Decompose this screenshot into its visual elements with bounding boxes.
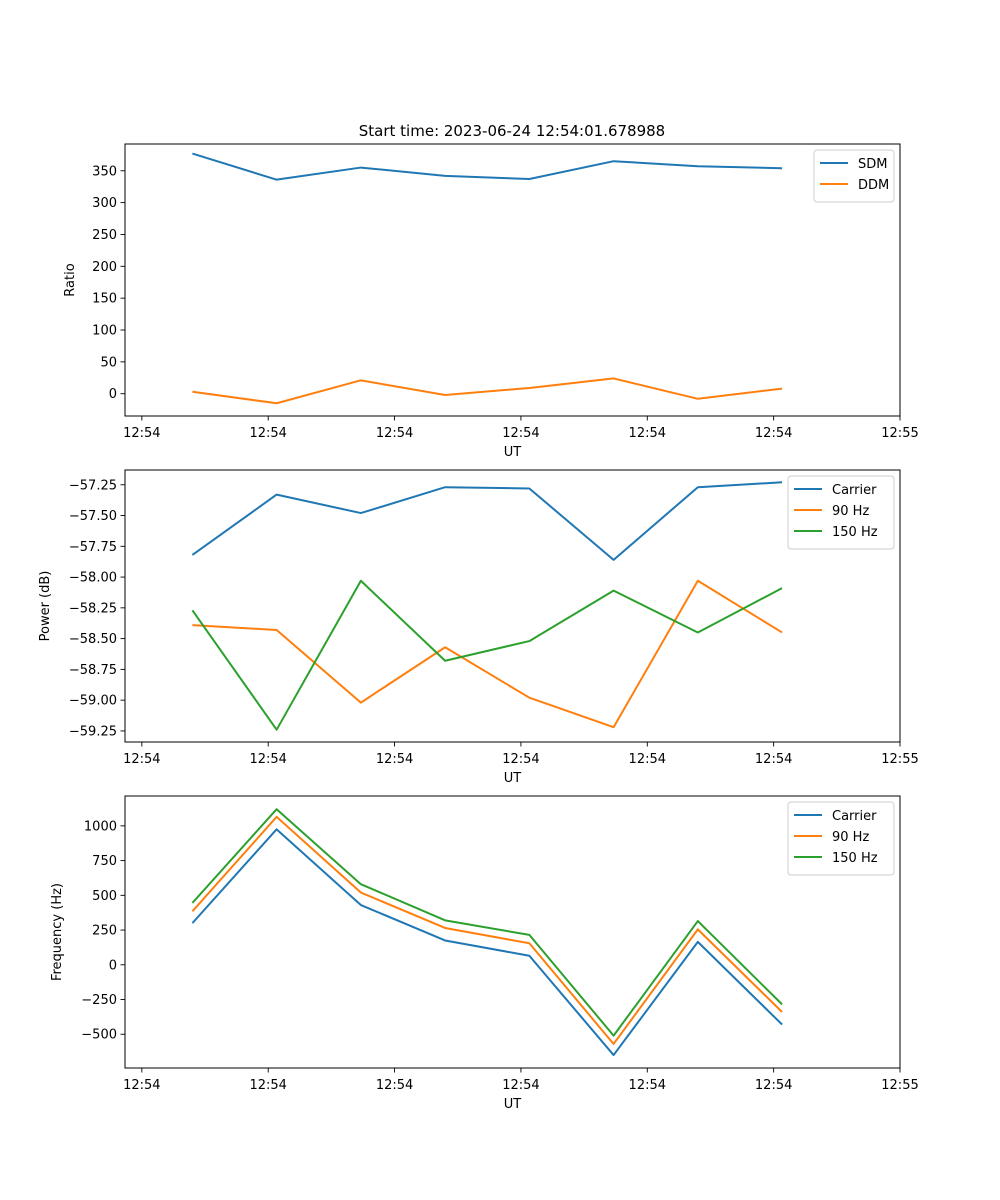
x-tick-label: 12:54 [502, 752, 539, 767]
y-tick-label: −58.75 [69, 663, 117, 678]
x-axis-label: UT [504, 445, 522, 460]
y-tick-label: −57.50 [69, 509, 117, 524]
y-tick-label: −58.50 [69, 632, 117, 647]
series-line-90-hz [191, 815, 783, 1045]
x-tick-label: 12:54 [376, 752, 413, 767]
x-tick-label: 12:54 [755, 752, 792, 767]
x-tick-label: 12:54 [249, 1078, 286, 1093]
y-tick-label: −59.00 [69, 694, 117, 709]
series-line-150-hz [191, 808, 783, 1037]
y-tick-label: −500 [81, 1028, 117, 1043]
legend-label: SDM [858, 157, 887, 172]
x-tick-label: 12:55 [881, 1078, 918, 1093]
legend-label: 150 Hz [832, 525, 878, 540]
x-tick-label: 12:54 [123, 426, 160, 441]
x-tick-label: 12:54 [502, 1078, 539, 1093]
series-line-150-hz [191, 579, 783, 731]
legend: SDM DDM [813, 149, 895, 203]
y-tick-label: 1000 [84, 819, 117, 834]
y-axis-label: Frequency (Hz) [50, 883, 65, 981]
suptitle: Start time: 2023-06-24 12:54:01.678988 [359, 122, 665, 140]
series-line-carrier [191, 481, 783, 561]
y-tick-label: 200 [92, 260, 117, 275]
y-tick-label: −59.25 [69, 724, 117, 739]
y-tick-label: 500 [92, 889, 117, 904]
x-tick-label: 12:54 [755, 1078, 792, 1093]
series-line-carrier [191, 828, 783, 1057]
x-tick-label: 12:54 [249, 752, 286, 767]
series-line-90-hz [192, 579, 783, 729]
legend-label: 150 Hz [832, 851, 878, 866]
x-tick-label: 12:55 [881, 426, 918, 441]
x-tick-label: 12:54 [502, 426, 539, 441]
y-tick-label: −58.00 [69, 571, 117, 586]
y-tick-label: −250 [81, 993, 117, 1008]
x-tick-label: 12:54 [629, 426, 666, 441]
axes-container: 12:54 12:54 12:54 12:54 12:54 12:54 12:55 0 50 10… [38, 143, 919, 1112]
y-tick-label: −57.75 [69, 540, 117, 555]
legend: Carrier 90 Hz 150 Hz [787, 801, 895, 876]
y-axis-label: Ratio [63, 263, 78, 296]
x-tick-label: 12:54 [123, 752, 160, 767]
x-tick-label: 12:54 [123, 1078, 160, 1093]
x-tick-label: 12:54 [249, 426, 286, 441]
legend-label: 90 Hz [832, 504, 869, 519]
x-axis-label: UT [504, 771, 522, 786]
legend-label: Carrier [832, 809, 877, 824]
legend-label: 90 Hz [832, 830, 869, 845]
y-tick-label: 250 [92, 924, 117, 939]
axes-frame [124, 795, 901, 1069]
y-tick-label: 100 [92, 324, 117, 339]
x-tick-label: 12:55 [881, 752, 918, 767]
y-tick-label: 300 [92, 196, 117, 211]
y-axis-label: Power (dB) [38, 571, 53, 642]
axes-1: 12:54 12:54 12:54 12:54 12:54 12:54 12:55 0 50 10… [63, 143, 919, 460]
y-tick-label: 750 [92, 854, 117, 869]
axes-frame [124, 143, 901, 417]
legend: Carrier 90 Hz 150 Hz [787, 475, 895, 550]
series-line-sdm [192, 152, 783, 181]
x-tick-label: 12:54 [629, 752, 666, 767]
y-tick-label: 0 [109, 958, 117, 973]
y-tick-label: 50 [100, 355, 117, 370]
series-line-ddm [192, 377, 783, 405]
axes-2: 12:54 12:54 12:54 12:54 12:54 12:54 12:55 −59.2… [38, 469, 919, 786]
legend-label: DDM [858, 178, 889, 193]
x-tick-label: 12:54 [376, 1078, 413, 1093]
y-tick-label: −58.25 [69, 601, 117, 616]
axes-frame [124, 469, 901, 743]
x-tick-label: 12:54 [629, 1078, 666, 1093]
legend-label: Carrier [832, 483, 877, 498]
axes-3: 12:54 12:54 12:54 12:54 12:54 12:54 12:55 −500 −… [50, 795, 919, 1112]
x-axis-label: UT [504, 1097, 522, 1112]
y-tick-label: 0 [109, 387, 117, 402]
x-tick-label: 12:54 [376, 426, 413, 441]
x-tick-label: 12:54 [755, 426, 792, 441]
y-tick-label: 350 [92, 164, 117, 179]
y-tick-label: 150 [92, 292, 117, 307]
y-tick-label: 250 [92, 228, 117, 243]
y-tick-label: −57.25 [69, 478, 117, 493]
